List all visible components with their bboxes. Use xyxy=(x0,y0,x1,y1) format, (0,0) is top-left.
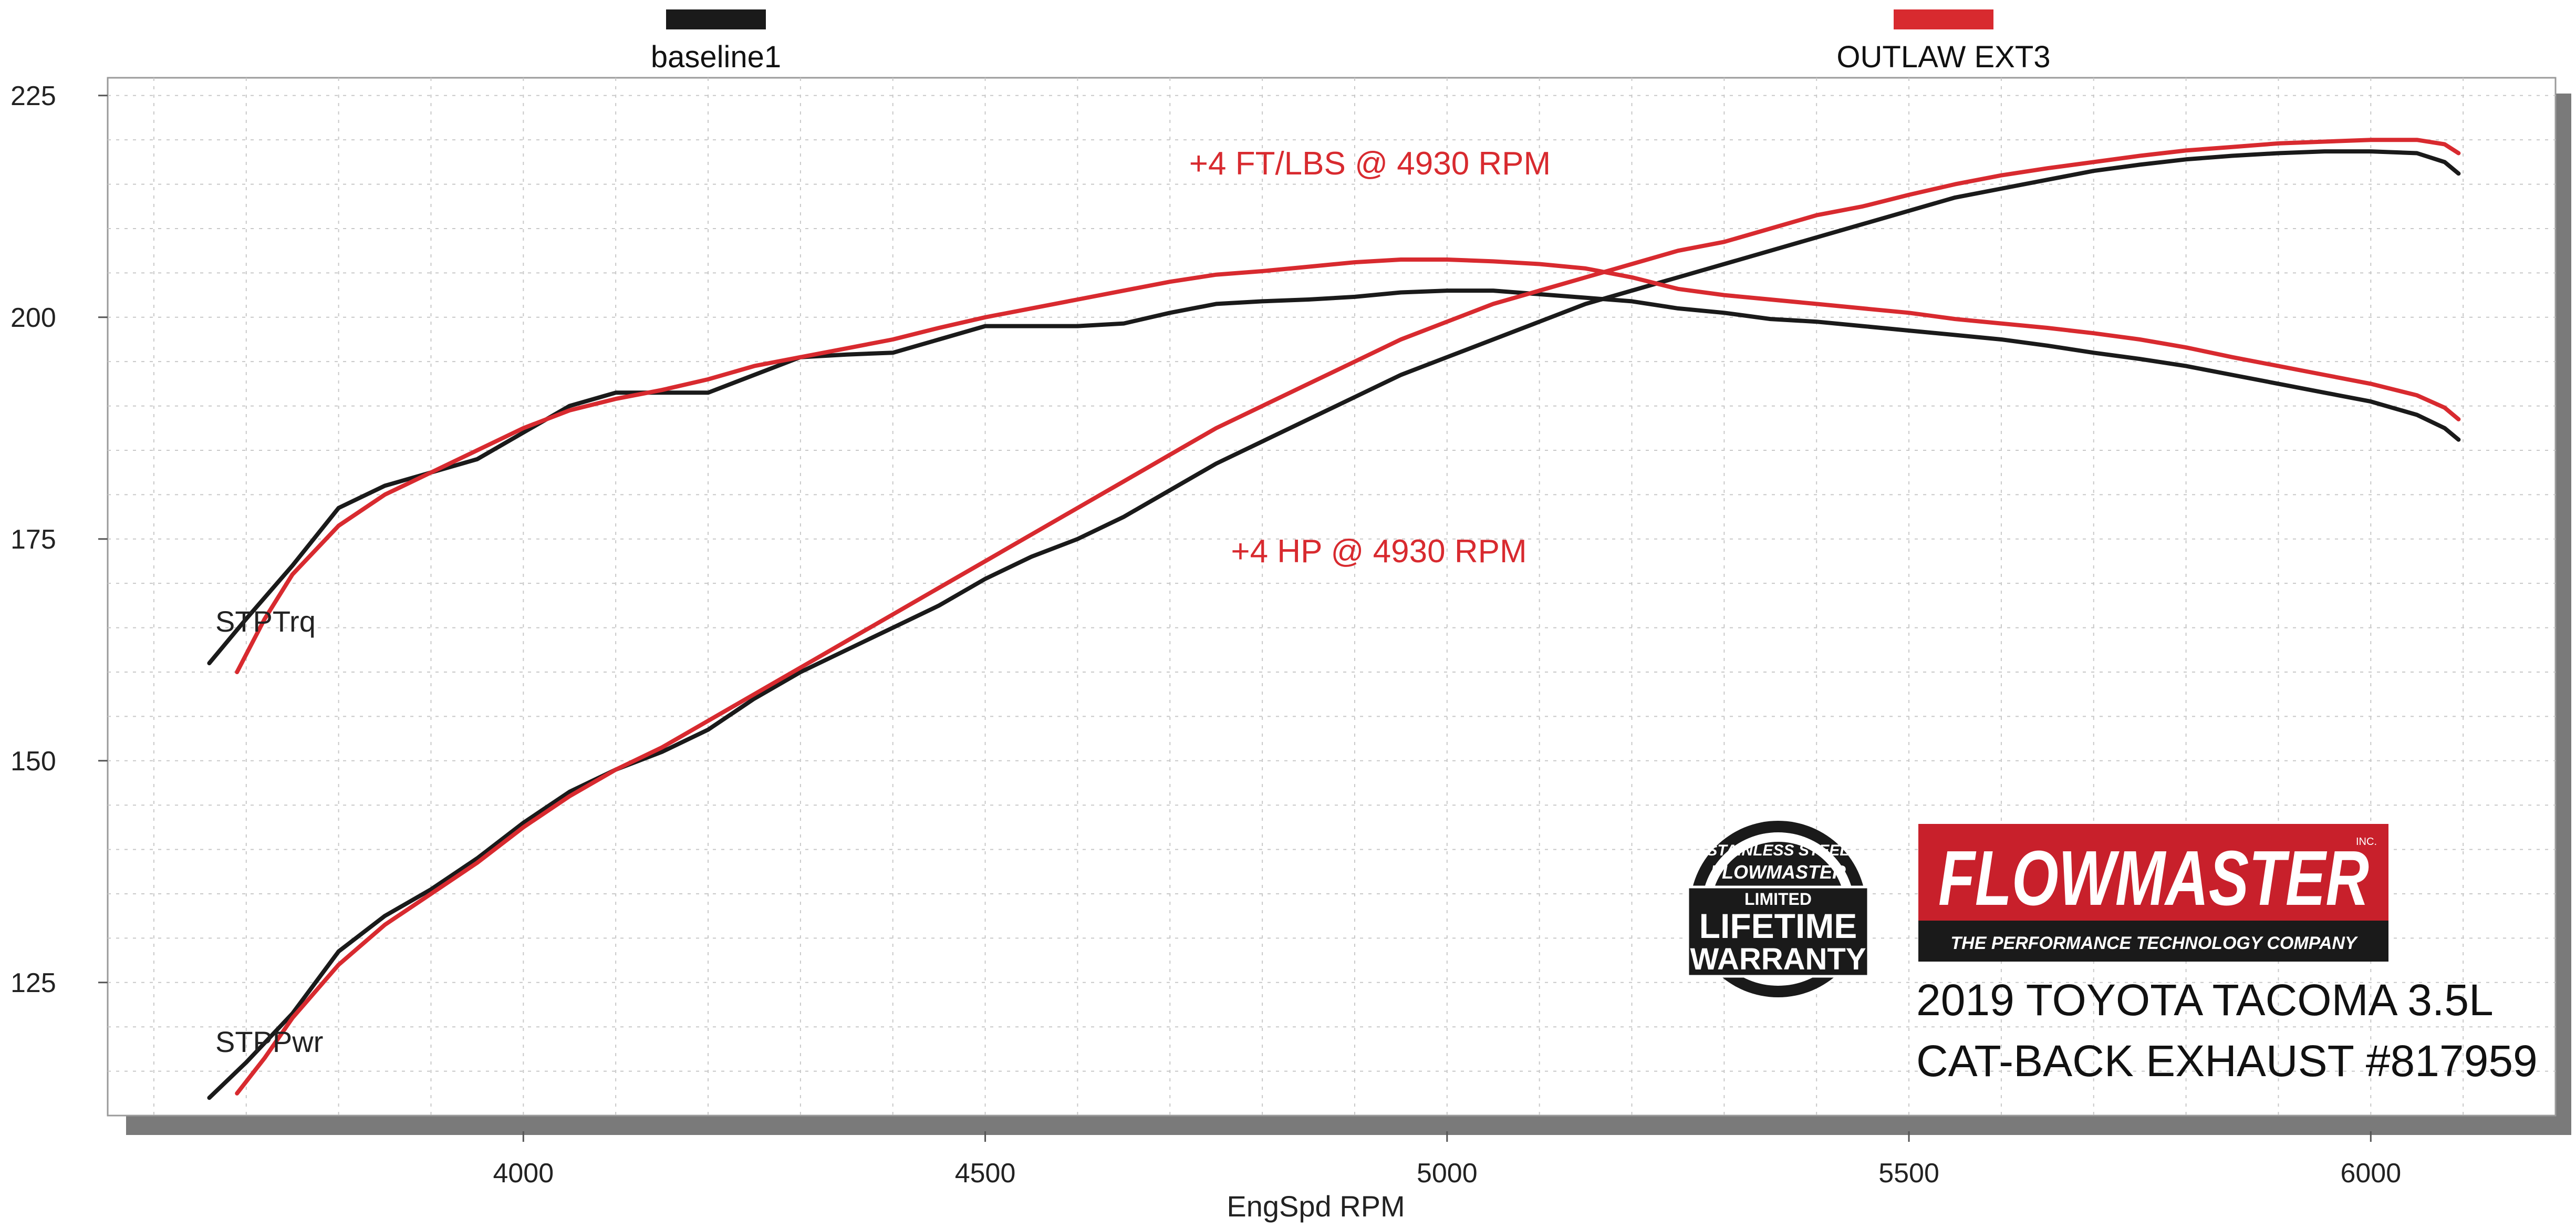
logo-inc: INC. xyxy=(2356,836,2377,848)
badge-stainless-text: STAINLESS STEEL xyxy=(1707,842,1849,859)
logo-wordmark: FLOWMASTER xyxy=(1938,835,2369,922)
badge-banner xyxy=(1686,885,1870,978)
legend-swatch-baseline1 xyxy=(666,9,766,29)
annotation-torque-gain: +4 FT/LBS @ 4930 RPM xyxy=(1189,146,1551,182)
y-tick-label: 125 xyxy=(11,968,56,998)
flowmaster-logo: FLOWMASTER INC. THE PERFORMANCE TECHNOLO… xyxy=(1918,824,2388,962)
logo-tagline-bar xyxy=(1918,921,2388,962)
series-line-baseline1-stptrq xyxy=(207,288,2461,666)
series-line-outlaw-ext3-stppwr xyxy=(235,138,2461,1096)
x-tick-label: 5000 xyxy=(1417,1158,1478,1189)
logo-tagline: THE PERFORMANCE TECHNOLOGY COMPANY xyxy=(1950,933,2359,953)
series-line-baseline1-stppwr xyxy=(207,149,2461,1100)
badge-limited-text: LIMITED xyxy=(1744,890,1812,909)
x-tick-label: 4000 xyxy=(493,1158,554,1189)
x-tick-label: 5500 xyxy=(1878,1158,1939,1189)
series-tag-power: STPPwr xyxy=(215,1025,323,1058)
x-axis-ticks: 4000 4500 5000 5500 6000 xyxy=(493,1131,2401,1189)
y-tick-label: 200 xyxy=(11,303,56,333)
y-axis-ticks: 125 150 175 200 225 xyxy=(11,81,108,998)
series-tag-torque: STPTrq xyxy=(215,605,316,638)
caption-part-number: CAT-BACK EXHAUST #817959 xyxy=(1916,1036,2538,1086)
legend-label-outlaw-ext3: OUTLAW EXT3 xyxy=(1836,40,2050,74)
warranty-badge: STAINLESS STEEL FLOWMASTER LIMITED LIFET… xyxy=(1686,821,1870,997)
legend-label-baseline1: baseline1 xyxy=(651,40,781,74)
x-axis-title: EngSpd RPM xyxy=(1227,1190,1405,1223)
caption-vehicle: 2019 TOYOTA TACOMA 3.5L xyxy=(1916,975,2494,1025)
y-tick-label: 175 xyxy=(11,524,56,555)
y-tick-label: 225 xyxy=(11,81,56,111)
series-layer xyxy=(207,138,2461,1100)
series-line-outlaw-ext3-stptrq xyxy=(235,257,2461,674)
x-tick-label: 4500 xyxy=(955,1158,1016,1189)
annotation-power-gain: +4 HP @ 4930 RPM xyxy=(1231,533,1526,570)
badge-lifetime-text: LIFETIME xyxy=(1699,906,1857,945)
badge-brand-text: FLOWMASTER xyxy=(1710,861,1846,883)
x-tick-label: 6000 xyxy=(2340,1158,2401,1189)
y-tick-label: 150 xyxy=(11,746,56,777)
badge-warranty-text: WARRANTY xyxy=(1690,942,1866,976)
legend: baseline1 OUTLAW EXT3 xyxy=(651,9,2051,74)
legend-swatch-outlaw-ext3 xyxy=(1894,9,1993,29)
